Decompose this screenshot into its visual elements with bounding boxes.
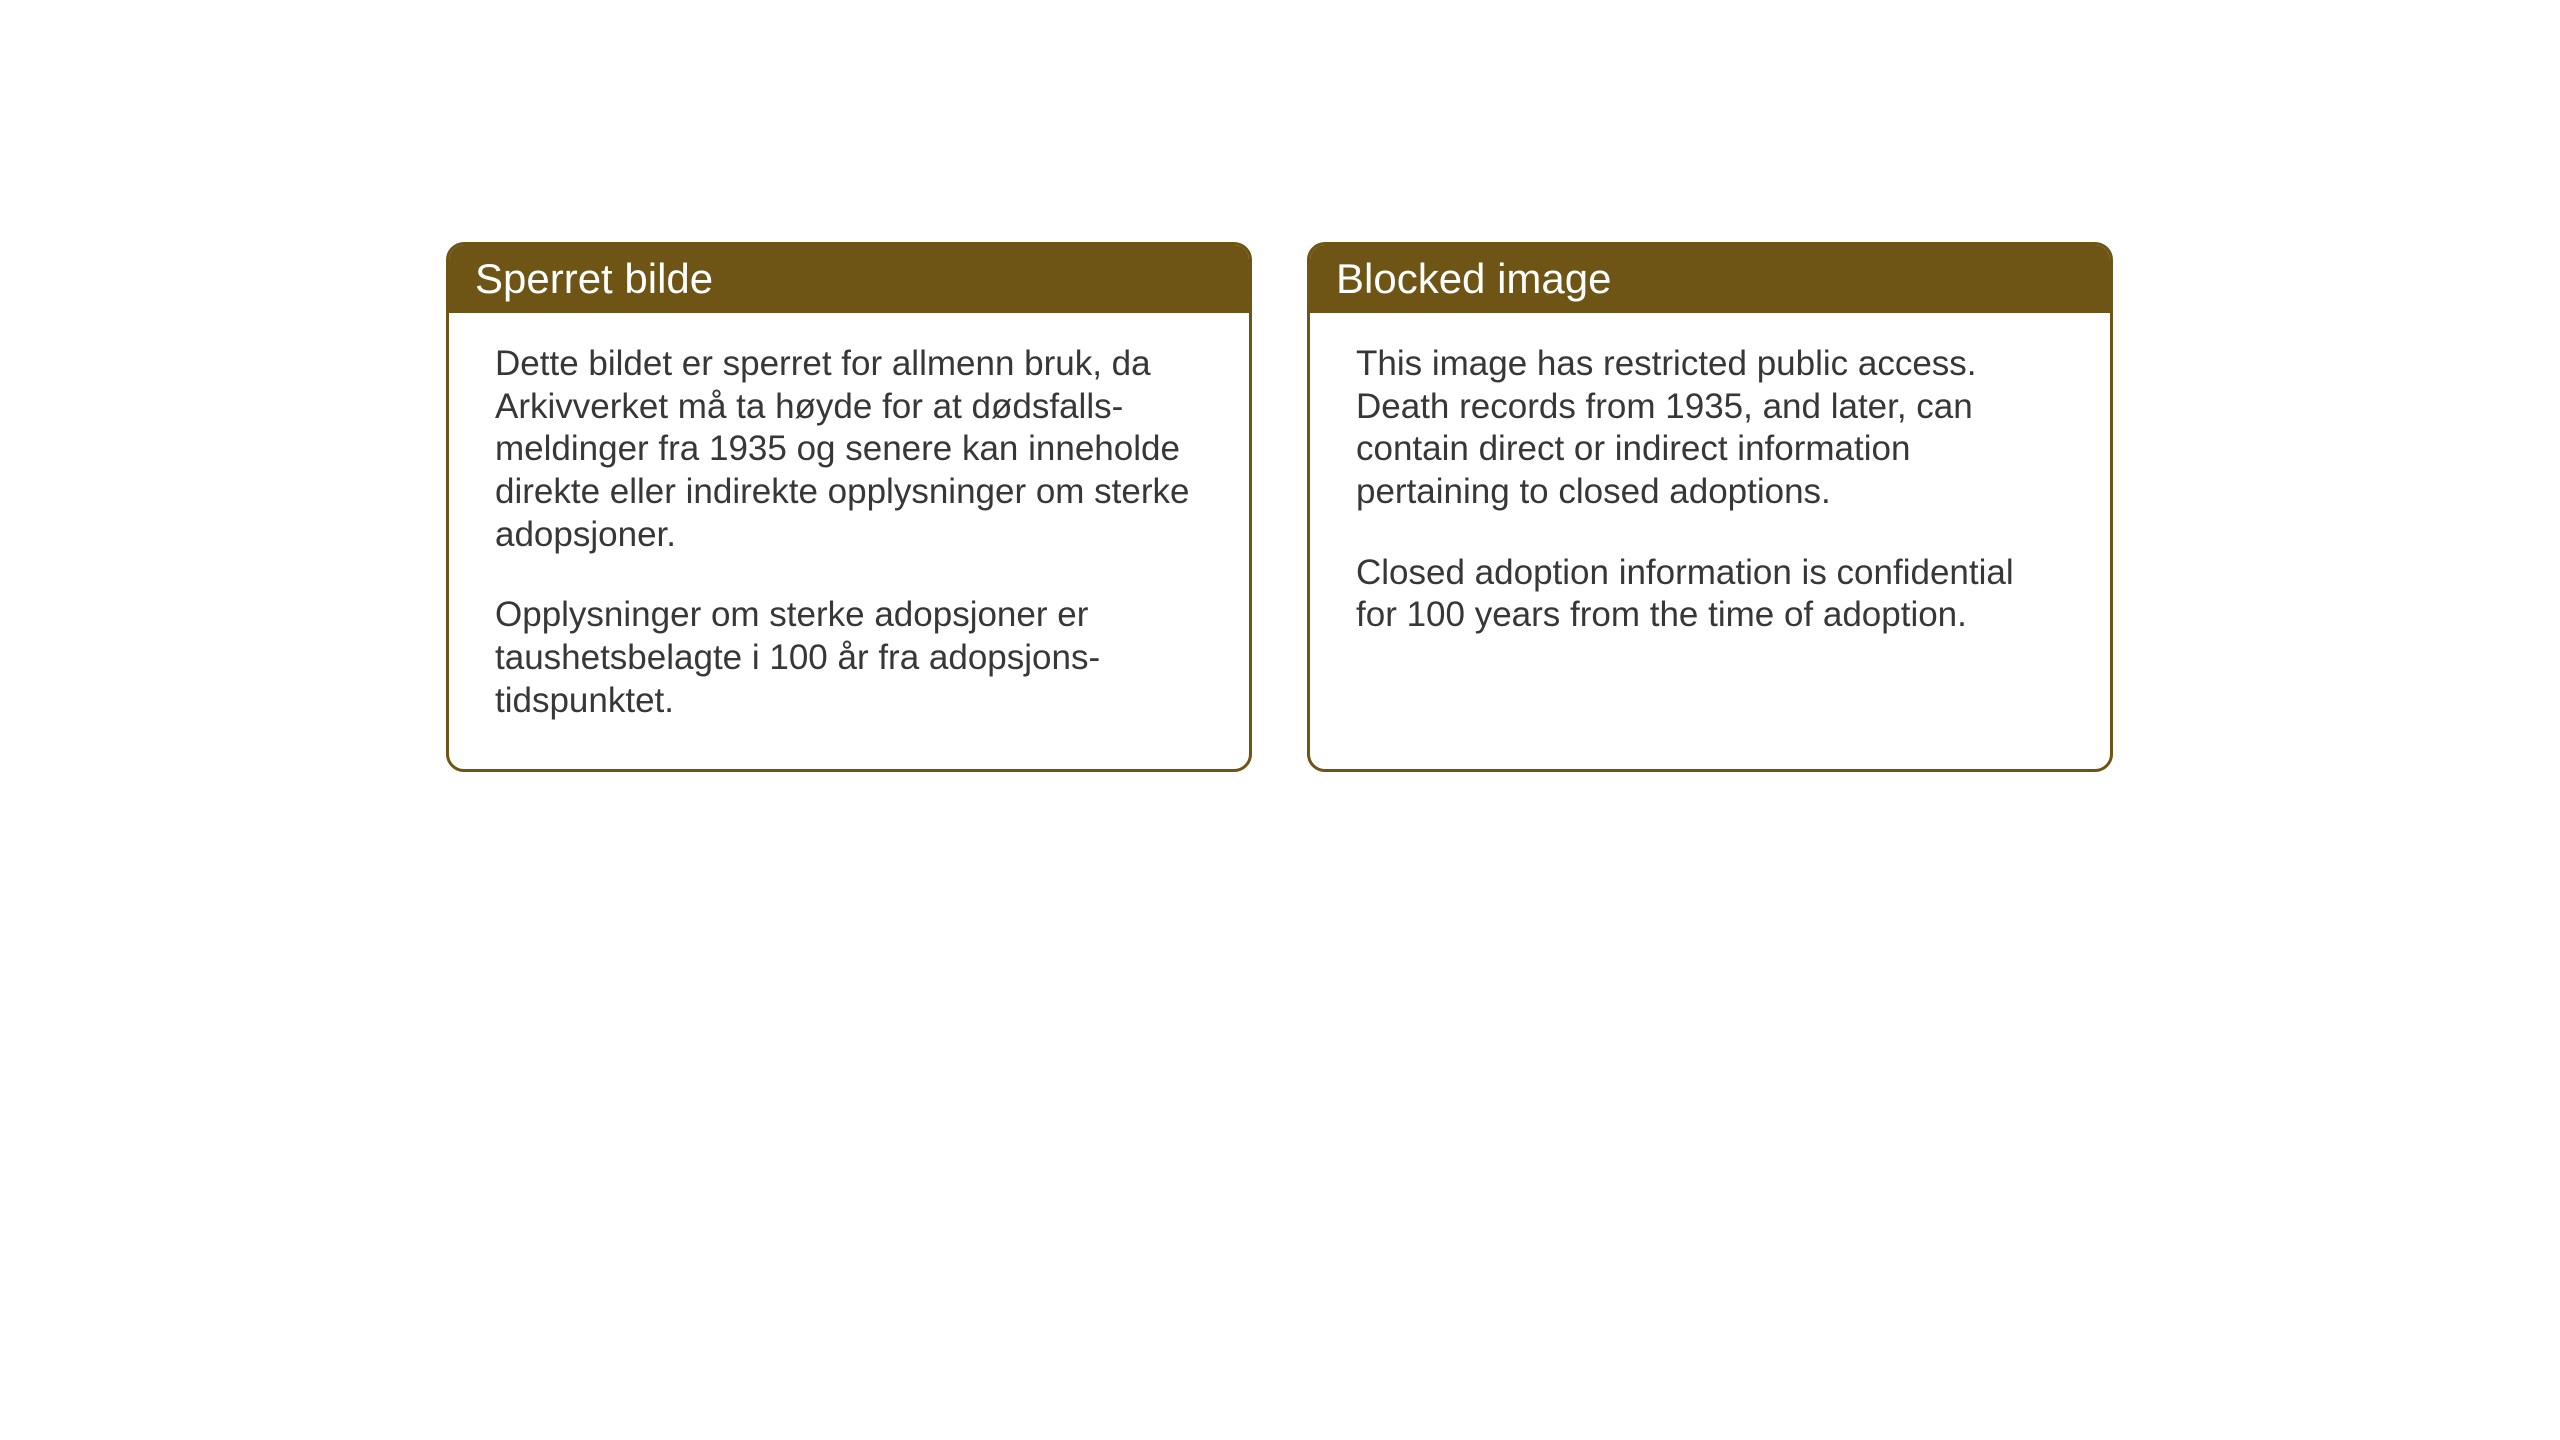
english-paragraph-1: This image has restricted public access.… [1356,343,2064,514]
norwegian-card-title: Sperret bilde [475,255,713,302]
cards-container: Sperret bilde Dette bildet er sperret fo… [446,242,2113,772]
norwegian-card: Sperret bilde Dette bildet er sperret fo… [446,242,1252,772]
english-card: Blocked image This image has restricted … [1307,242,2113,772]
english-paragraph-2: Closed adoption information is confident… [1356,552,2064,637]
english-card-body: This image has restricted public access.… [1310,313,2110,683]
norwegian-card-body: Dette bildet er sperret for allmenn bruk… [449,313,1249,769]
english-card-title: Blocked image [1336,255,1611,302]
norwegian-paragraph-1: Dette bildet er sperret for allmenn bruk… [495,343,1203,556]
norwegian-card-header: Sperret bilde [449,245,1249,313]
english-card-header: Blocked image [1310,245,2110,313]
norwegian-paragraph-2: Opplysninger om sterke adopsjoner er tau… [495,594,1203,722]
